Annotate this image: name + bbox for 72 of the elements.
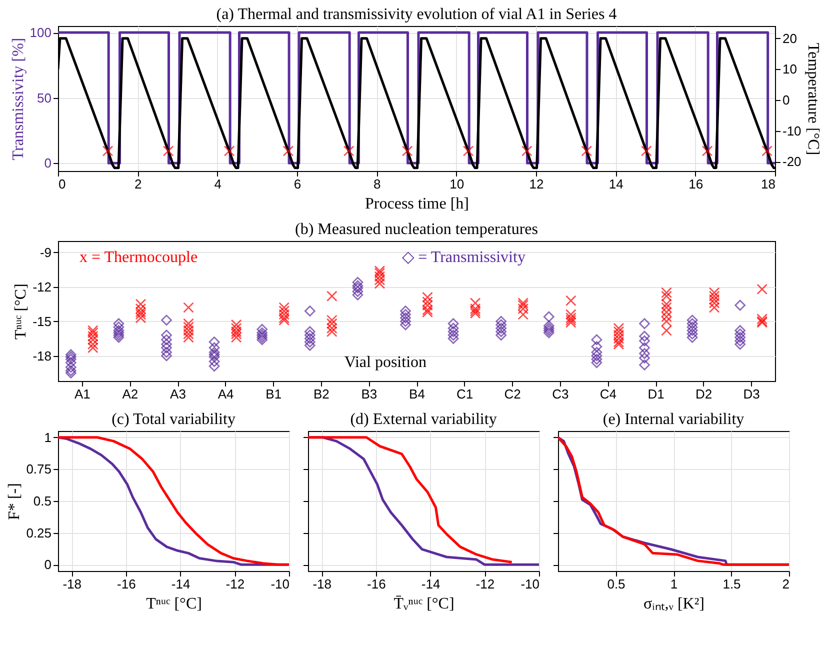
x-tick-label: A4 bbox=[218, 386, 234, 402]
y-tick-label: 0.25 bbox=[26, 525, 52, 540]
x-tick-label: 0.5 bbox=[607, 576, 626, 592]
chart-title: (d) External variability bbox=[350, 411, 497, 428]
x-tick-label: B4 bbox=[409, 386, 425, 402]
y2-tick-label: 20 bbox=[782, 30, 797, 46]
y-tick-label: 0.75 bbox=[26, 462, 52, 477]
y-tick-label: 0 bbox=[44, 156, 52, 171]
x-tick-label: C1 bbox=[456, 386, 474, 402]
y2-tick-label: 10 bbox=[782, 62, 797, 77]
y-axis-title: Transmissivity [%] bbox=[10, 38, 27, 160]
x-tick-label: C4 bbox=[600, 386, 617, 402]
text: ◇ = Transmissivity bbox=[402, 249, 526, 266]
chart-title: (a) Thermal and transmissivity evolution of vial A1 in Series 4 bbox=[216, 6, 617, 23]
x-axis-title: T̄ᵥⁿᵘᶜ [°C] bbox=[394, 596, 454, 612]
x-tick-label: A1 bbox=[74, 386, 90, 402]
y-axis-title: Tⁿᵘᶜ [°C] bbox=[12, 284, 30, 340]
x-tick-label: 18 bbox=[761, 176, 776, 192]
x-tick-label: B3 bbox=[361, 386, 378, 402]
x-axis-title: Vial position bbox=[344, 354, 427, 371]
x-tick-label: -10 bbox=[520, 576, 540, 592]
x-tick-label: 1.5 bbox=[722, 576, 741, 592]
y-axis-title: F* [-] bbox=[6, 483, 24, 520]
x-tick-label: -12 bbox=[226, 576, 245, 592]
x-tick-label: D1 bbox=[648, 386, 664, 402]
x-tick-label: 12 bbox=[529, 176, 544, 192]
x-tick-label: -14 bbox=[171, 576, 190, 592]
y-tick-label: -12 bbox=[32, 279, 52, 294]
x-tick-label: -10 bbox=[270, 576, 290, 592]
y-tick-label: 1 bbox=[44, 430, 52, 445]
y-tick-label: 100 bbox=[30, 25, 52, 40]
y2-tick-label: 0 bbox=[782, 92, 790, 108]
y-tick-label: -15 bbox=[32, 314, 52, 329]
y-tick-label: 0.5 bbox=[33, 494, 52, 508]
x-tick-label: 0 bbox=[58, 176, 66, 192]
y2-axis-title: Temperature [°C] bbox=[804, 42, 822, 156]
y-tick-label: -18 bbox=[32, 348, 52, 364]
x-tick-label: 4 bbox=[214, 176, 222, 192]
x-tick-label: 2 bbox=[134, 176, 142, 192]
x-tick-label: D2 bbox=[695, 386, 712, 402]
x-tick-label: 2 bbox=[782, 576, 790, 592]
x-tick-label: 8 bbox=[374, 176, 381, 192]
x-tick-label: 1 bbox=[670, 576, 678, 592]
x-tick-label: C2 bbox=[504, 386, 521, 402]
x-tick-label: -16 bbox=[367, 576, 386, 592]
x-tick-label: D3 bbox=[743, 386, 760, 402]
x-tick-label: B2 bbox=[313, 386, 330, 402]
x-tick-label: -14 bbox=[421, 576, 440, 592]
x-tick-label: C3 bbox=[552, 386, 569, 402]
x-tick-label: 10 bbox=[450, 176, 464, 192]
x-tick-label: -12 bbox=[476, 576, 495, 592]
text: x = Thermocouple bbox=[80, 249, 198, 266]
y-tick-label: -9 bbox=[40, 244, 52, 260]
chart-title: (e) Internal variability bbox=[602, 411, 744, 428]
x-tick-label: A3 bbox=[170, 386, 186, 402]
y-tick-label: 0 bbox=[44, 557, 52, 572]
x-tick-label: B1 bbox=[266, 386, 282, 402]
x-tick-label: A2 bbox=[122, 386, 138, 402]
x-axis-title: Process time [h] bbox=[365, 196, 469, 212]
x-axis-title: σᵢₙₜ,ᵥ [K²] bbox=[644, 596, 704, 612]
chart-title: (c) Total variability bbox=[112, 411, 236, 428]
x-tick-label: -16 bbox=[117, 576, 136, 592]
chart-title: (b) Measured nucleation temperatures bbox=[294, 221, 538, 238]
y2-tick-label: -10 bbox=[782, 123, 802, 138]
y2-tick-label: -20 bbox=[782, 154, 802, 170]
x-tick-label: -18 bbox=[62, 576, 82, 592]
x-tick-label: 14 bbox=[608, 176, 624, 192]
y-tick-label: 50 bbox=[37, 90, 52, 106]
x-tick-label: 16 bbox=[688, 176, 704, 192]
x-tick-label: -18 bbox=[312, 576, 332, 592]
x-tick-label: 6 bbox=[294, 176, 302, 192]
x-axis-title: Tⁿᵘᶜ [°C] bbox=[146, 596, 202, 612]
